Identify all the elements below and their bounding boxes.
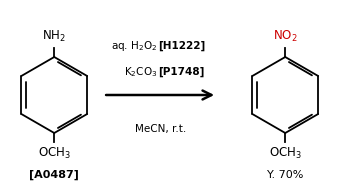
- Text: Y. 70%: Y. 70%: [267, 169, 303, 180]
- Text: NH$_2$: NH$_2$: [42, 29, 66, 44]
- Text: MeCN, r.t.: MeCN, r.t.: [135, 124, 186, 134]
- Text: NO$_2$: NO$_2$: [273, 29, 298, 44]
- Text: OCH$_3$: OCH$_3$: [269, 146, 302, 161]
- Text: K$_2$CO$_3$: K$_2$CO$_3$: [124, 65, 159, 79]
- Text: [H1222]: [H1222]: [159, 40, 206, 51]
- Text: [A0487]: [A0487]: [29, 169, 79, 180]
- Text: aq. H$_2$O$_2$: aq. H$_2$O$_2$: [111, 39, 159, 53]
- Text: [P1748]: [P1748]: [159, 67, 205, 77]
- Text: OCH$_3$: OCH$_3$: [38, 146, 71, 161]
